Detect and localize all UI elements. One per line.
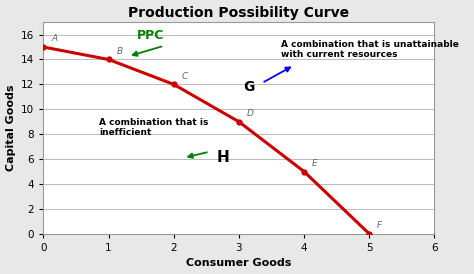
Text: A: A — [51, 34, 57, 43]
Text: C: C — [182, 72, 188, 81]
Title: Production Possibility Curve: Production Possibility Curve — [128, 5, 349, 19]
Text: H: H — [216, 150, 229, 165]
Text: G: G — [243, 80, 255, 94]
Text: D: D — [247, 109, 254, 118]
Text: PPC: PPC — [137, 29, 164, 42]
Text: F: F — [377, 221, 382, 230]
Text: E: E — [312, 159, 318, 168]
Text: B: B — [117, 47, 122, 56]
Text: A combination that is
inefficient: A combination that is inefficient — [99, 118, 208, 138]
Text: A combination that is unattainable
with current resources: A combination that is unattainable with … — [281, 39, 459, 59]
Y-axis label: Capital Goods: Capital Goods — [6, 85, 16, 171]
X-axis label: Consumer Goods: Consumer Goods — [186, 258, 292, 269]
